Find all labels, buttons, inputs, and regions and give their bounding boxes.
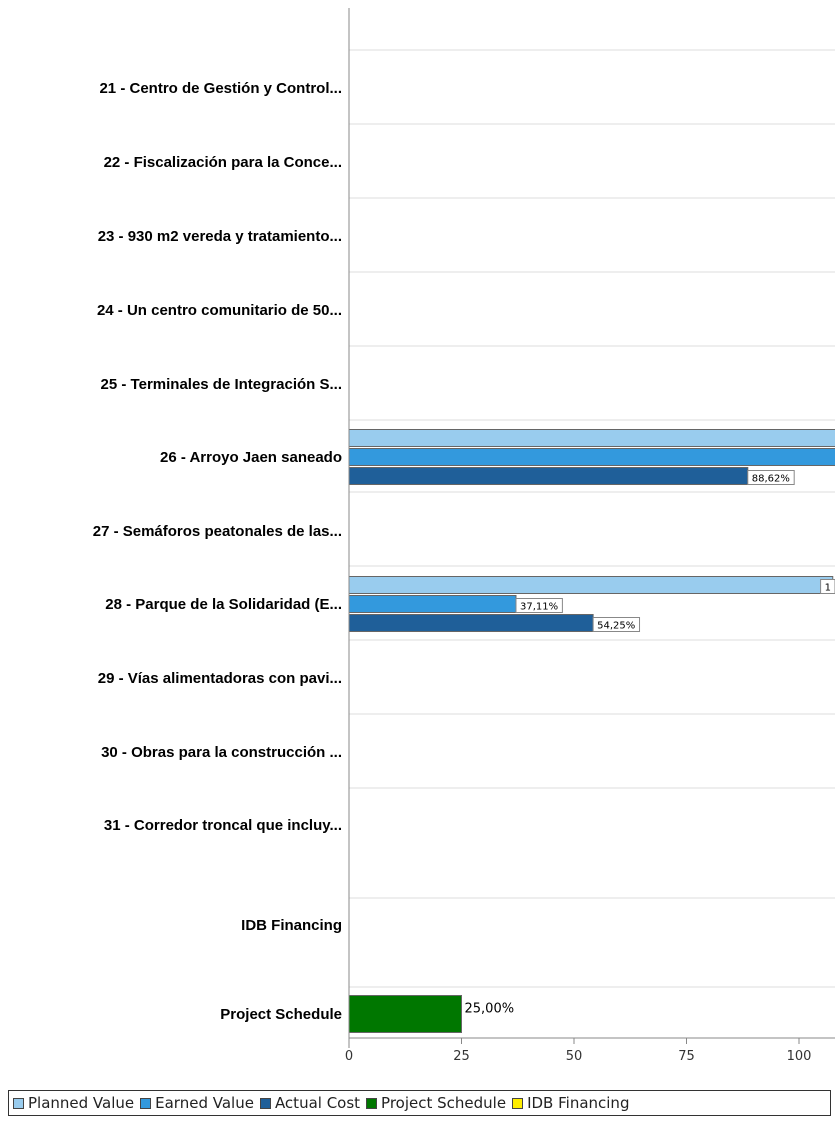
data-label-box [515, 598, 563, 613]
legend-item: Planned Value [13, 1094, 134, 1112]
legend-swatch [259, 1097, 271, 1109]
x-axis: 0 25 50 75 100 [345, 8, 835, 1064]
x-tick-label: 100 [787, 1049, 812, 1064]
legend-label: Earned Value [155, 1094, 254, 1112]
legend-item: Actual Cost [259, 1094, 361, 1112]
x-tick-label: 0 [345, 1049, 353, 1064]
chart: 21 - Centro de Gestión y Control... 22 - … [93, 8, 835, 1064]
legend-label: IDB Financing [527, 1094, 630, 1112]
data-label: 37,11% [520, 602, 558, 613]
bar-earned-value [348, 595, 517, 613]
bar-actual-cost [348, 467, 749, 485]
category-label: 26 - Arroyo Jaen saneado [160, 449, 342, 466]
category-label: 27 - Semáforos peatonales de las... [93, 523, 342, 540]
category-label: 30 - Obras para la construcción ... [101, 744, 342, 761]
category-label: 28 - Parque de la Solidaridad (E... [105, 596, 342, 613]
data-label: 25,00% [465, 1002, 515, 1017]
bar-project-schedule [348, 995, 462, 1033]
bar-planned-value [348, 576, 834, 594]
bar-planned-value [348, 429, 835, 447]
legend-swatch [13, 1097, 24, 1109]
category-label: 24 - Un centro comunitario de 50... [97, 302, 342, 319]
category-label: 22 - Fiscalización para la Conce... [104, 154, 342, 171]
data-label-box [747, 470, 795, 485]
x-tick-label: 50 [566, 1049, 583, 1064]
x-tick-label: 75 [678, 1049, 695, 1064]
legend: Planned Value Earned Value Actual Cost Proj… [8, 1090, 831, 1116]
legend-label: Actual Cost [274, 1094, 361, 1112]
legend-item: Earned Value [140, 1094, 254, 1112]
legend-label: Project Schedule [381, 1094, 507, 1112]
legend-item: Project Schedule [366, 1094, 506, 1112]
category-label: 23 - 930 m2 vereda y tratamiento... [98, 228, 342, 245]
data-label: 1 [825, 583, 831, 594]
category-label: 29 - Vías alimentadoras con pavi... [98, 670, 342, 687]
legend-item: IDB Financing [512, 1094, 629, 1112]
data-label: 54,25% [597, 621, 635, 632]
x-tick-label: 25 [453, 1049, 470, 1064]
bar-earned-value [348, 448, 835, 466]
legend-label: Planned Value [28, 1094, 135, 1112]
bar-actual-cost [348, 614, 594, 632]
category-label: 21 - Centro de Gestión y Control... [99, 80, 342, 97]
data-label: 88,62% [752, 474, 790, 485]
category-label: IDB Financing [241, 917, 342, 934]
bars: 88,62% 1 37,11% 54,25% 25,00% [348, 429, 835, 1033]
category-label: 31 - Corredor troncal que incluy... [104, 817, 342, 834]
category-labels: 21 - Centro de Gestión y Control... 22 - … [93, 80, 342, 1023]
category-label: Project Schedule [220, 1006, 342, 1023]
legend-swatch [366, 1097, 378, 1109]
legend-swatch [512, 1097, 524, 1109]
data-label-box [592, 617, 641, 632]
legend-swatch [140, 1097, 152, 1109]
grid-lines [349, 49, 835, 988]
category-label: 25 - Terminales de Integración S... [101, 376, 342, 393]
